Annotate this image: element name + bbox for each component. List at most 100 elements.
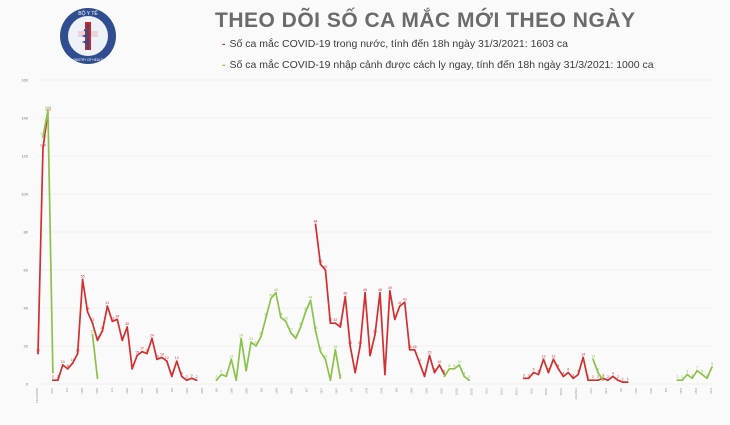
data-label-1: 7	[245, 366, 247, 370]
data-label-0: 48	[363, 288, 367, 292]
data-label-0: 6	[433, 368, 435, 372]
data-label-1: 35	[279, 313, 283, 317]
data-label-0: 16	[145, 349, 149, 353]
data-label-0: 124	[40, 143, 46, 147]
data-label-0: 2	[57, 375, 59, 379]
data-point-0	[572, 377, 575, 380]
data-label-0: 4	[171, 371, 173, 375]
data-point-1	[235, 379, 238, 382]
data-point-0	[532, 371, 535, 374]
data-label-0: 16	[36, 349, 40, 353]
data-point-1	[279, 316, 282, 319]
x-tick-label: 25/3	[694, 388, 698, 394]
y-tick-label: 0	[26, 382, 29, 387]
legend-marker-imported: -	[222, 59, 226, 71]
data-point-0	[146, 352, 148, 355]
x-tick-label: 19/4	[185, 388, 189, 394]
data-point-1	[319, 350, 322, 353]
data-point-0	[547, 371, 550, 374]
data-label-1: 144	[45, 105, 51, 109]
data-label-0: 34	[393, 314, 397, 318]
data-point-1	[304, 310, 307, 313]
data-point-1	[701, 373, 703, 376]
data-label-0: 11	[418, 358, 422, 362]
logo-subtext: MINISTRY OF HEALTH	[71, 58, 105, 62]
data-label-1: 44	[309, 295, 313, 299]
data-point-0	[522, 377, 525, 380]
data-point-0	[101, 329, 104, 332]
data-label-0: 26	[373, 330, 377, 334]
legend-item-domestic: - Số ca mắc COVID-19 trong nước, tính đến…	[222, 38, 568, 50]
x-tick-label: 19/5	[230, 388, 234, 394]
data-label-0: 1	[622, 377, 624, 381]
data-point-0	[577, 373, 580, 376]
x-tick-label: 6/10	[439, 388, 443, 394]
data-label-0: 33	[110, 316, 114, 320]
data-point-1	[47, 109, 49, 112]
x-tick-label: 1/3	[110, 388, 114, 393]
data-label-1: 22	[249, 337, 253, 341]
data-label-1: 8	[453, 364, 455, 368]
data-point-0	[190, 377, 193, 380]
data-point-0	[393, 318, 396, 321]
data-label-0: 2	[617, 375, 619, 379]
data-point-1	[220, 373, 223, 376]
y-tick-label: 100	[21, 192, 28, 197]
data-point-0	[423, 375, 426, 378]
data-point-1	[334, 348, 337, 351]
data-point-0	[626, 381, 629, 383]
data-label-0: 12	[175, 356, 179, 360]
series-line-1	[91, 334, 99, 379]
data-label-0: 18	[408, 345, 412, 349]
legend-label-domestic: Số ca mắc COVID-19 trong nước, tính đến …	[229, 38, 568, 50]
data-point-1	[260, 335, 262, 338]
data-label-0: 84	[314, 219, 318, 223]
series-line-1	[215, 291, 342, 382]
data-point-0	[126, 326, 129, 328]
data-label-1: 24	[294, 333, 298, 337]
x-tick-label: 29/4	[200, 388, 204, 394]
x-tick-label: 5/3	[664, 388, 668, 393]
data-label-1: 27	[289, 328, 293, 332]
x-tick-label: 4/1/2021	[574, 388, 578, 400]
data-label-0: 10	[437, 360, 441, 364]
data-label-1: 45	[269, 294, 273, 298]
data-label-1: 20	[254, 341, 258, 345]
data-label-1: 10	[457, 360, 461, 364]
data-point-0	[587, 379, 590, 382]
data-point-0	[408, 348, 411, 351]
data-point-1	[314, 329, 317, 332]
data-label-0: 63	[319, 259, 323, 263]
data-label-1: 2	[468, 375, 470, 379]
x-tick-label: 16/9	[409, 388, 413, 394]
data-point-0	[121, 339, 124, 342]
x-tick-label: 10/2	[80, 388, 84, 394]
data-label-0: 2	[607, 375, 609, 379]
data-point-0	[81, 278, 84, 281]
data-point-0	[567, 371, 570, 374]
x-tick-label: 15/3	[679, 388, 683, 394]
data-label-0: 28	[100, 326, 104, 330]
data-label-0: 10	[61, 360, 65, 364]
data-label-0: 32	[328, 318, 332, 322]
data-point-0	[418, 362, 421, 364]
y-tick-label: 160	[21, 78, 28, 83]
logo-text: BỘ Y TẾ	[78, 10, 98, 17]
data-point-0	[403, 301, 406, 304]
data-label-0: 13	[542, 354, 546, 358]
data-label-1: 6	[597, 368, 599, 372]
y-tick-label: 140	[21, 116, 28, 121]
data-point-0	[621, 381, 624, 383]
data-point-0	[329, 322, 332, 325]
data-label-0: 2	[52, 375, 54, 379]
data-point-1	[339, 377, 342, 380]
data-label-1: 5	[686, 370, 688, 374]
data-label-0: 30	[338, 322, 342, 326]
data-point-1	[711, 366, 713, 368]
data-label-1: 38	[304, 307, 308, 311]
x-tick-label: 29/5	[245, 388, 249, 394]
x-tick-label: 5/11	[484, 388, 488, 394]
data-label-0: 3	[572, 373, 574, 377]
data-point-0	[160, 356, 163, 359]
